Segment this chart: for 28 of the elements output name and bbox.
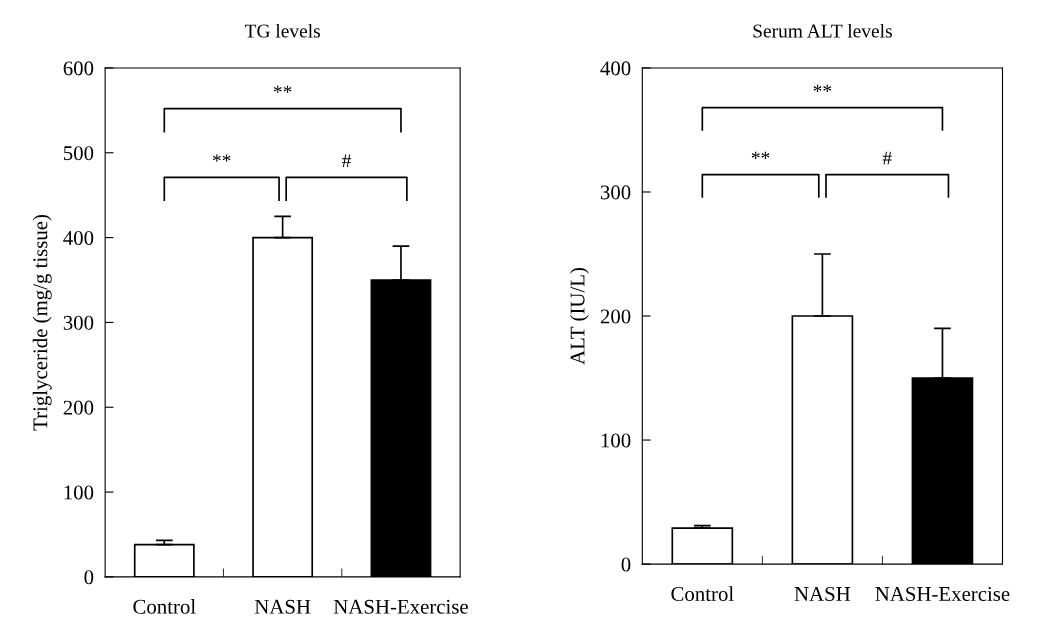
y-tick-label: 0 [621,557,631,572]
annotation: # [342,154,352,168]
x-tick-label: NASH-Exercise [333,599,468,614]
annotation: ** [273,85,292,93]
annotation: # [882,151,892,165]
y-tick-label: 400 [63,230,94,246]
y-tick-label: 0 [84,570,94,585]
annotation: ** [751,151,770,159]
y-tick-label: 400 [600,61,631,76]
y-tick-label: 300 [600,185,631,200]
y-tick-label: 200 [63,400,94,415]
y-axis-title: Triglyceride (mg/g tissue) [32,214,52,431]
y-tick-label: 100 [64,485,94,500]
y-tick-label: 200 [600,309,631,324]
y-axis-title: ALT (IU/L) [569,268,589,365]
y-tick-label: 100 [601,433,631,448]
annotation: ** [212,154,231,162]
annotation: ** [813,84,832,92]
x-tick-label: Control [133,599,196,614]
chart-title: Serum ALT levels [753,23,892,38]
x-tick-label: NASH-Exercise [875,586,1010,601]
y-tick-label: 500 [63,146,94,161]
x-tick-label: NASH [254,599,311,614]
y-tick-label: 600 [63,61,94,76]
x-tick-label: Control [671,586,734,601]
y-tick-label: 300 [63,315,94,330]
chart-title: TG levels [244,23,320,38]
x-tick-label: NASH [794,586,851,601]
